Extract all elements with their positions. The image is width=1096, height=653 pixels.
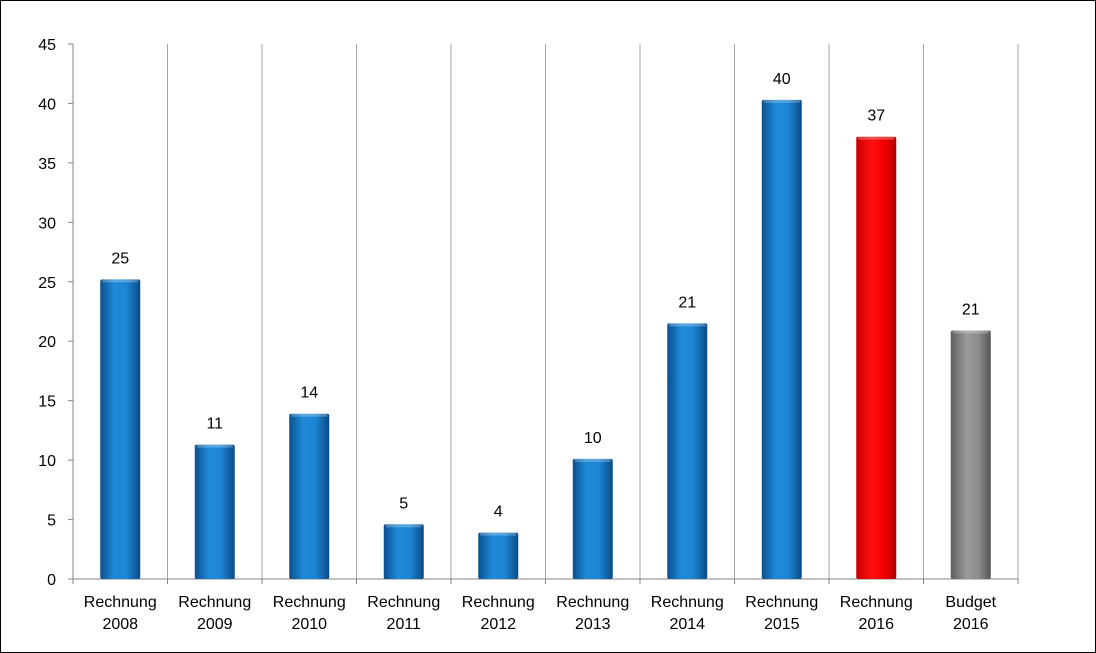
bar	[478, 532, 519, 579]
y-tick-label: 5	[47, 513, 56, 530]
x-tick-label-line: 2008	[102, 616, 138, 633]
x-tick-label-line: Budget	[945, 594, 996, 611]
bar	[100, 279, 141, 579]
bar-highlight	[763, 99, 800, 103]
x-tick-label: Rechnung 2009	[178, 594, 251, 633]
bar-highlight	[291, 413, 328, 417]
bar-highlight	[102, 279, 139, 283]
bar	[572, 458, 613, 579]
y-tick-label: 45	[38, 37, 56, 54]
y-tick-label: 40	[38, 96, 56, 113]
data-label: 21	[962, 302, 980, 319]
data-label: 25	[111, 250, 129, 267]
y-tick-label: 20	[38, 334, 56, 351]
x-tick-label: Rechnung 2010	[273, 594, 346, 633]
bar-layer	[100, 99, 991, 579]
x-tick-label-line: Rechnung	[273, 594, 346, 611]
y-tick-label: 15	[38, 394, 56, 411]
data-label: 10	[584, 430, 602, 447]
x-tick-label: Rechnung 2008	[84, 594, 157, 633]
bar-highlight	[952, 330, 989, 334]
data-label: 5	[399, 495, 408, 512]
x-tick-label: Rechnung 2016	[840, 594, 913, 633]
y-tick-label: 30	[38, 215, 56, 232]
x-tick-label: Rechnung 2011	[367, 594, 440, 633]
y-tick-label: 0	[47, 572, 56, 589]
x-tick-label-line: Rechnung	[651, 594, 724, 611]
y-tick-label: 10	[38, 453, 56, 470]
x-tick-label-line: Rechnung	[84, 594, 157, 611]
data-label: 40	[773, 71, 791, 88]
data-label: 21	[678, 294, 696, 311]
bar	[761, 99, 802, 579]
x-tick-label-line: 2012	[480, 616, 516, 633]
x-tick-label: Rechnung 2013	[556, 594, 629, 633]
x-tick-label-line: 2011	[387, 616, 422, 633]
x-tick-label-line: Rechnung	[178, 594, 251, 611]
x-tick-label-line: 2016	[953, 616, 989, 633]
data-label: 11	[206, 416, 223, 433]
bar	[856, 136, 897, 579]
label-layer: 25 Rechnung 2008 11 Rechnung 2009 14 Rechnung 20…	[84, 71, 997, 633]
bar	[667, 323, 708, 579]
x-tick-label: Rechnung 2015	[745, 594, 818, 633]
grid-layer	[167, 44, 1019, 579]
data-label: 14	[300, 385, 318, 402]
data-label: 4	[494, 504, 503, 521]
bar	[289, 413, 330, 579]
x-tick-label-line: Rechnung	[556, 594, 629, 611]
x-tick-label: Rechnung 2012	[462, 594, 535, 633]
x-tick-label: Budget 2016	[945, 594, 996, 633]
x-tick-label-line: 2014	[669, 616, 705, 633]
x-tick-label-line: 2015	[764, 616, 800, 633]
bar-highlight	[385, 524, 422, 528]
bar	[194, 444, 235, 579]
bar-highlight	[858, 136, 895, 140]
bar	[950, 330, 991, 579]
x-tick-label-line: 2016	[858, 616, 894, 633]
bar-highlight	[196, 444, 233, 448]
x-tick-label-line: 2013	[575, 616, 611, 633]
y-tick-label: 35	[38, 156, 56, 173]
bar-highlight	[574, 458, 611, 462]
x-tick-label: Rechnung 2014	[651, 594, 724, 633]
x-tick-label-line: Rechnung	[745, 594, 818, 611]
x-tick-label-line: 2009	[197, 616, 233, 633]
x-tick-label-line: Rechnung	[462, 594, 535, 611]
bar-highlight	[669, 323, 706, 327]
x-tick-label-line: Rechnung	[367, 594, 440, 611]
data-label: 37	[867, 108, 885, 125]
x-tick-label-line: 2010	[291, 616, 327, 633]
bar-highlight	[480, 532, 517, 536]
x-tick-label-line: Rechnung	[840, 594, 913, 611]
y-tick-label: 25	[38, 275, 56, 292]
bar	[383, 524, 424, 579]
